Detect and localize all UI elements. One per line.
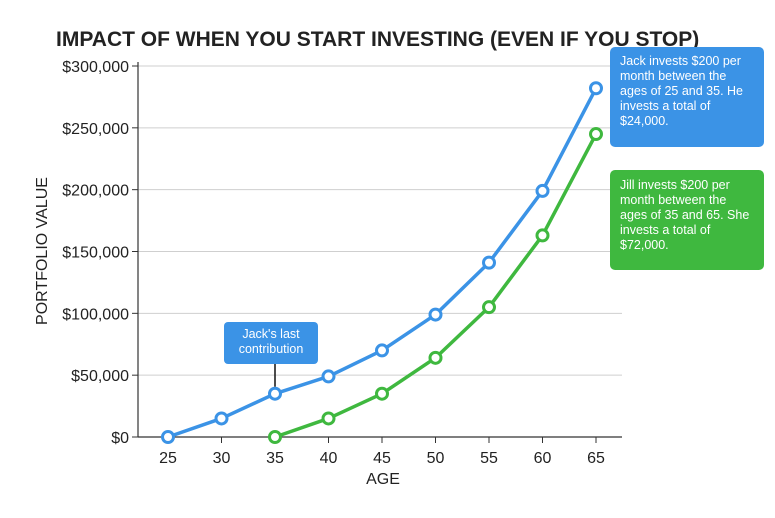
x-tick-label: 30 [213,450,231,467]
jill-data-point [428,350,443,365]
jill-data-point [482,300,496,315]
y-axis-label: PORTFOLIO VALUE [34,177,51,325]
last-contribution-callout: Jack's last contribution [224,322,318,364]
y-tick-label: $250,000 [62,121,129,138]
y-tick-label: $300,000 [62,59,129,76]
x-tick-label: 35 [266,450,284,467]
jack-data-point [214,411,229,426]
chart-title: IMPACT OF WHEN YOU START INVESTING (EVEN… [56,28,699,51]
y-tick-label: $200,000 [62,183,129,200]
jill-data-point [375,386,389,401]
series-lines [161,81,603,444]
x-axis-label: AGE [366,471,400,488]
x-tick-labels: 25 30 35 40 45 50 55 60 65 [159,450,605,467]
jack-data-point [268,386,282,401]
jack-data-point [375,343,389,358]
jill-data-point [268,430,282,444]
jill-data-point [535,228,550,243]
jack-data-point [482,255,496,270]
jill-data-point [321,411,336,426]
axes [132,62,622,443]
x-tick-label: 50 [427,450,445,467]
x-tick-label: 60 [534,450,552,467]
y-tick-labels: $0 $50,000 $100,000 $150,000 $200,000 $250,00… [62,59,129,447]
jack-series-line [167,87,598,439]
jack-data-point [428,307,443,322]
jill-callout: Jill invests $200 per month between the … [610,170,764,270]
x-tick-label: 25 [159,450,177,467]
jill-data-point [589,127,603,142]
jack-data-point [161,430,175,444]
jack-data-point [321,369,336,384]
y-tick-label: $50,000 [71,368,129,385]
x-tick-label: 55 [480,450,498,467]
jack-data-point [589,81,603,96]
y-tick-label: $0 [111,430,129,447]
x-tick-label: 45 [373,450,391,467]
x-tick-label: 65 [587,450,605,467]
jack-callout: Jack invests $200 per month between the … [610,47,764,147]
jack-data-point [535,183,550,198]
x-tick-label: 40 [320,450,338,467]
y-tick-label: $150,000 [62,245,129,262]
y-tick-label: $100,000 [62,306,129,323]
